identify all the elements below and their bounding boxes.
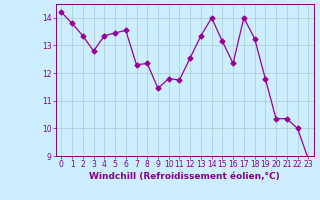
X-axis label: Windchill (Refroidissement éolien,°C): Windchill (Refroidissement éolien,°C) <box>89 172 280 181</box>
